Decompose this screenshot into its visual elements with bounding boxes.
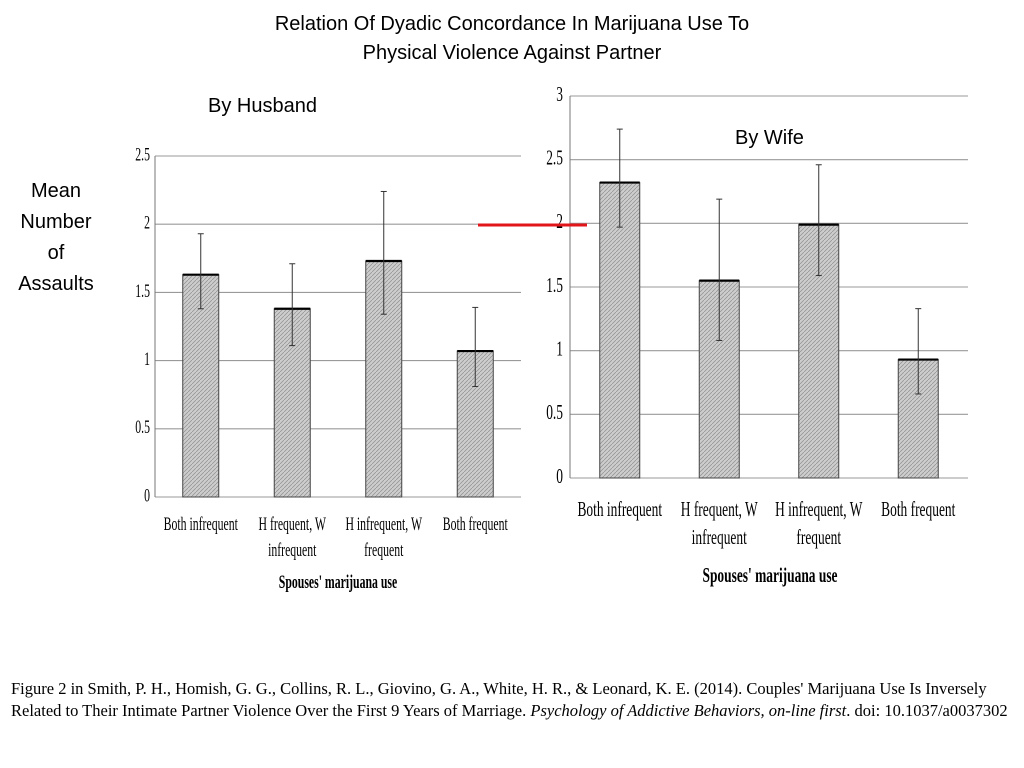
title-line-2: Physical Violence Against Partner [362, 42, 662, 64]
wife-panel-label: By Wife [735, 127, 804, 149]
figure-caption: Figure 2 in Smith, P. H., Homish, G. G.,… [11, 678, 1011, 722]
y-tick-label: 1.5 [135, 281, 150, 301]
husband-panel-label: By Husband [208, 95, 317, 117]
y-tick-label: 2 [144, 213, 150, 233]
bar [182, 274, 220, 498]
x-axis-title: Spouses' marijuana use [279, 572, 397, 592]
y-tick-label: 1 [144, 349, 150, 369]
y-label-line: Number [20, 211, 92, 233]
y-tick-label: 0.5 [546, 400, 563, 424]
x-axis-title: Spouses' marijuana use [702, 563, 837, 587]
x-category-label: Both infrequent [164, 514, 239, 534]
x-category-label: Both infrequent [577, 497, 662, 521]
x-category-label: H infrequent, W [345, 514, 422, 534]
husband-bar-chart: 0 0.5 1 1.5 2 2.5 Both infrequent H frequent, W… [135, 145, 521, 593]
caption-journal: Psychology of Addictive Behaviors, on-li… [530, 701, 847, 720]
caption-doi: . doi: 10.1037/a0037302 [846, 701, 1008, 720]
caption-citation: Figure 2 in Smith, P. H., Homish, G. G.,… [11, 679, 987, 720]
x-category-label: infrequent [692, 525, 747, 549]
y-label-line: of [47, 242, 65, 264]
y-tick-label: 0 [144, 486, 150, 506]
y-tick-label: 3 [556, 82, 563, 106]
title-line-1: Relation Of Dyadic Concordance In Mariju… [274, 13, 750, 35]
x-category-label: H infrequent, W [775, 497, 863, 521]
y-tick-label: 2 [556, 209, 563, 233]
y-label-line: Assaults [18, 273, 94, 295]
y-tick-label: 0 [556, 464, 563, 488]
charts-canvas: 0 0.5 1 1.5 2 2.5 Both infrequent H frequent, W… [135, 82, 968, 593]
x-category-label: Both frequent [443, 514, 509, 534]
x-category-label: frequent [796, 525, 841, 549]
y-tick-label: 0.5 [135, 418, 150, 438]
y-tick-label: 2.5 [546, 145, 563, 169]
x-category-label: Both frequent [881, 497, 955, 521]
bar [599, 182, 641, 479]
slide-title: Relation Of Dyadic Concordance In Mariju… [0, 10, 1024, 68]
x-category-label: H frequent, W [681, 497, 758, 521]
wife-bar-chart: 0 0.5 1 1.5 2 2.5 3 Both infrequent H frequent, … [546, 82, 968, 587]
y-tick-label: 1.5 [546, 273, 563, 297]
y-label-line: Mean [30, 180, 82, 202]
shared-y-axis-label: Mean Number of Assaults [6, 176, 106, 300]
y-tick-label: 2.5 [135, 145, 150, 165]
y-tick-label: 1 [556, 336, 563, 360]
x-category-label: H frequent, W [259, 514, 327, 534]
x-category-label: frequent [364, 540, 404, 560]
x-category-label: infrequent [268, 540, 317, 560]
